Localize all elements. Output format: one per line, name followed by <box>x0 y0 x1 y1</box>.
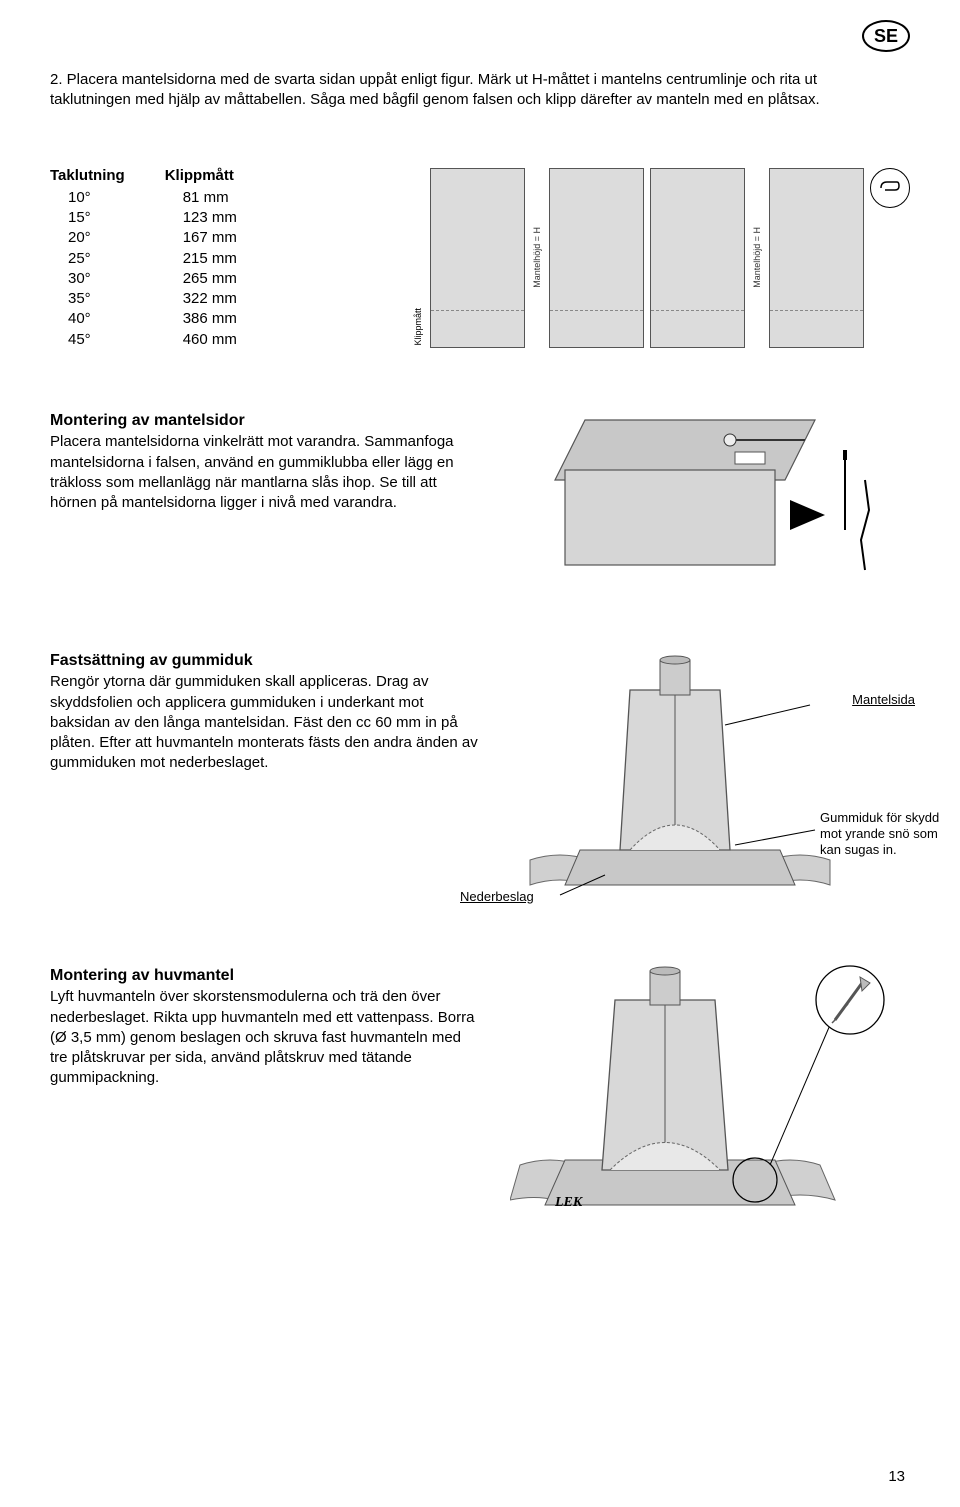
label-gummiduk: Gummiduk för skydd mot yrande snö som ka… <box>820 810 940 859</box>
mantelhojd-label-2: Mantelhöjd = H <box>751 227 763 288</box>
klippmatt-label: Klippmått <box>412 308 424 346</box>
table-row: 81 mm <box>165 188 237 208</box>
table-header-0: Taklutning <box>50 166 125 186</box>
section-montering-mantelsidor: Montering av mantelsidor Placera mantels… <box>50 410 910 580</box>
mantelhojd-label-1: Mantelhöjd = H <box>531 227 543 288</box>
table-row: 15° <box>50 208 125 228</box>
section3-body: Lyft huvmanteln över skorstensmodulerna … <box>50 987 480 1088</box>
section3-title: Montering av huvmantel <box>50 965 480 987</box>
section1-body: Placera mantelsidorna vinkelrätt mot var… <box>50 432 470 513</box>
section2-title: Fastsättning av gummiduk <box>50 650 480 672</box>
table-row: 123 mm <box>165 208 237 228</box>
panel-shape <box>650 168 745 348</box>
panel-shape <box>549 168 644 348</box>
table-row: 45° <box>50 330 125 350</box>
panel-shape <box>430 168 525 348</box>
panel-diagram-strip: Klippmått Mantelhöjd = H Mantelhöjd = H <box>267 166 910 350</box>
label-nederbeslag: Nederbeslag <box>460 889 534 905</box>
table-row: 386 mm <box>165 309 237 329</box>
intro-paragraph: 2. Placera mantelsidorna med de svarta s… <box>50 70 870 111</box>
section-gummiduk: Fastsättning av gummiduk Rengör ytorna d… <box>50 650 910 910</box>
table-row: 167 mm <box>165 228 237 248</box>
section3-figure: LEK <box>510 965 910 1225</box>
paperclip-icon <box>870 168 910 208</box>
table-row: 35° <box>50 289 125 309</box>
table-header-1: Klippmått <box>165 166 237 186</box>
section1-title: Montering av mantelsidor <box>50 410 470 432</box>
table-row: 30° <box>50 269 125 289</box>
cut-table: Taklutning 10° 15° 20° 25° 30° 35° 40° 4… <box>50 166 237 350</box>
table-row: 460 mm <box>165 330 237 350</box>
table-row: 215 mm <box>165 249 237 269</box>
table-row: 265 mm <box>165 269 237 289</box>
country-badge: SE <box>862 20 910 52</box>
section2-figure: Mantelsida Gummiduk för skydd mot yrande… <box>510 650 910 910</box>
page-number: 13 <box>888 1467 905 1487</box>
section2-body: Rengör ytorna där gummiduken skall appli… <box>50 672 480 773</box>
section-huvmantel: Montering av huvmantel Lyft huvmanteln ö… <box>50 965 910 1225</box>
lek-mark: LEK <box>555 1194 582 1213</box>
table-row: 25° <box>50 249 125 269</box>
table-row: 322 mm <box>165 289 237 309</box>
panel-shape <box>769 168 864 348</box>
label-mantelsida: Mantelsida <box>852 692 915 708</box>
table-row: 20° <box>50 228 125 248</box>
section1-figure <box>500 410 910 580</box>
table-row: 40° <box>50 309 125 329</box>
table-diagram-row: Taklutning 10° 15° 20° 25° 30° 35° 40° 4… <box>50 166 910 350</box>
table-row: 10° <box>50 188 125 208</box>
